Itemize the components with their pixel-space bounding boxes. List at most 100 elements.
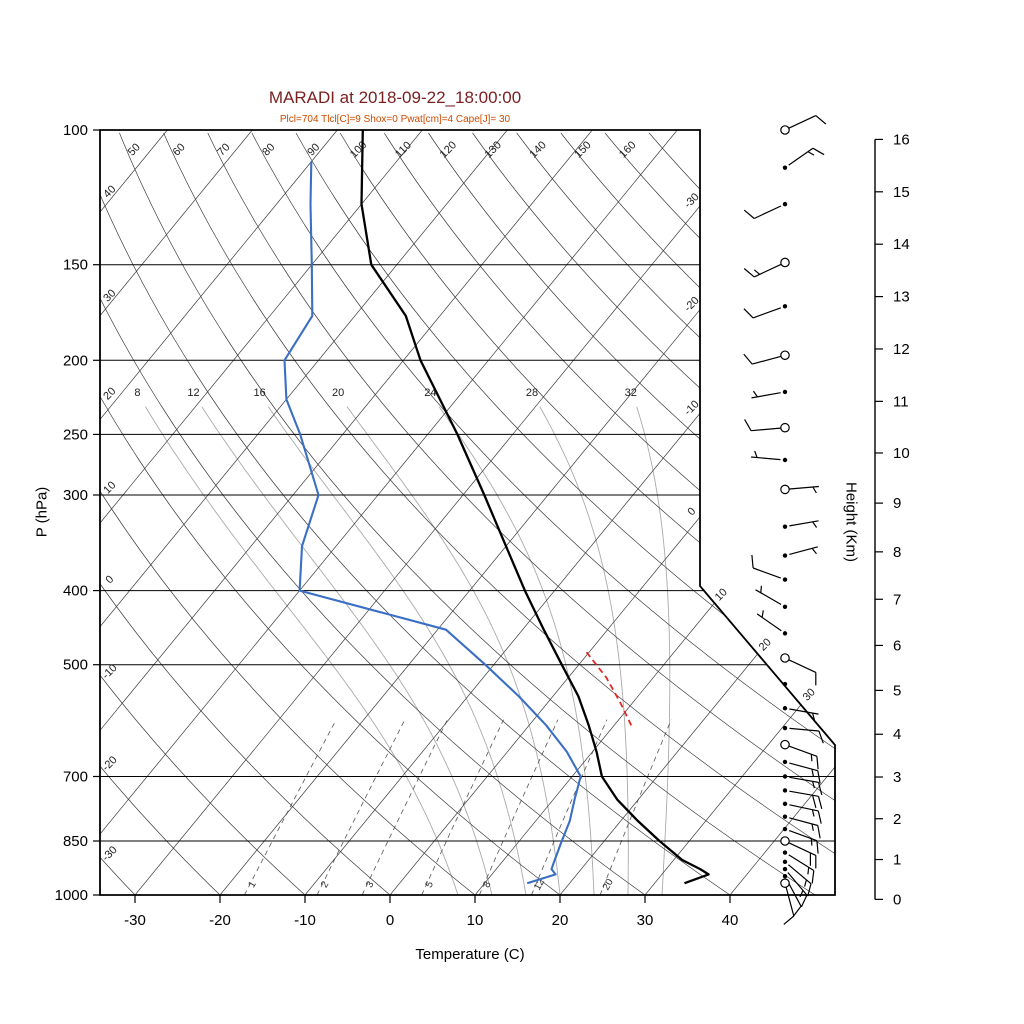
moist-adiabat-line bbox=[201, 406, 493, 895]
mixing-ratio-label: 5 bbox=[424, 879, 437, 890]
wind-station-dot bbox=[782, 826, 788, 832]
wind-barb bbox=[743, 353, 781, 365]
mixing-ratio-line bbox=[421, 719, 504, 895]
mixing-ratio-line bbox=[478, 719, 559, 895]
wind-station-dot bbox=[782, 866, 788, 872]
wind-barb bbox=[788, 745, 819, 770]
pressure-tick-label: 300 bbox=[63, 487, 88, 504]
isotherm-line bbox=[559, 130, 835, 895]
parcel-path-curve bbox=[584, 650, 633, 726]
moist-adiabat-line bbox=[438, 406, 595, 895]
wind-station-dot bbox=[782, 788, 788, 793]
wind-station-dot bbox=[782, 524, 788, 529]
mixing-ratio-line bbox=[531, 719, 608, 895]
isotherm-line bbox=[304, 130, 835, 895]
moist-adiabat-label: 32 bbox=[625, 387, 637, 399]
pressure-tick-label: 400 bbox=[63, 583, 88, 600]
temperature-tick-label: 10 bbox=[467, 912, 484, 929]
isotherm-line bbox=[100, 130, 508, 895]
height-tick-label: 4 bbox=[893, 726, 901, 743]
wind-station-circle bbox=[780, 257, 790, 268]
wind-barb bbox=[789, 762, 821, 784]
height-tick-label: 10 bbox=[893, 445, 910, 462]
height-tick-label: 15 bbox=[893, 184, 910, 201]
dewpoint-curve bbox=[283, 161, 582, 885]
pressure-tick-label: 250 bbox=[63, 426, 88, 443]
pressure-tick-label: 200 bbox=[63, 352, 88, 369]
moist-adiabat-line bbox=[145, 406, 459, 895]
chart-title: MARADI at 2018-09-22_18:00:00 bbox=[268, 88, 522, 107]
wind-barb bbox=[744, 419, 781, 432]
wind-station-circle bbox=[780, 836, 790, 846]
dry-adiabat-top-label: 150 bbox=[572, 139, 593, 160]
wind-barb bbox=[788, 842, 817, 869]
dry-adiabat-top-label: 90 bbox=[305, 141, 322, 158]
dry-adiabat-top-label: 120 bbox=[438, 139, 459, 160]
moist-adiabat-line bbox=[267, 406, 527, 895]
wind-station-dot bbox=[782, 681, 788, 687]
wind-station-dot bbox=[782, 874, 788, 879]
temperature-axis: -30 -20 -10 0 10 20 30 40 bbox=[124, 895, 738, 929]
mixing-ratio-line bbox=[244, 719, 337, 895]
dry-adiabat-line bbox=[100, 132, 561, 895]
wind-station-dot bbox=[782, 457, 788, 463]
wind-barb bbox=[756, 610, 782, 632]
dry-adiabat-top-label: 100 bbox=[348, 139, 369, 160]
pressure-tick-label: 150 bbox=[63, 257, 88, 274]
wind-station-dot bbox=[782, 814, 788, 819]
isotherm-line bbox=[100, 130, 423, 895]
temperature-tick-label: 0 bbox=[386, 912, 394, 929]
pressure-tick-label: 500 bbox=[63, 657, 88, 674]
mixing-ratio-label: 8 bbox=[481, 879, 494, 890]
wind-station-dot bbox=[782, 774, 788, 779]
wind-barb bbox=[751, 450, 781, 461]
pressure-tick-label: 100 bbox=[63, 122, 88, 139]
mixing-ratio-label: 2 bbox=[319, 879, 332, 890]
dry-adiabat-left-label: 40 bbox=[101, 183, 118, 200]
dry-adiabat-line bbox=[472, 132, 835, 895]
dry-adiabat-left-label: -20 bbox=[100, 754, 120, 774]
temperature-tick-label: -30 bbox=[124, 912, 146, 929]
height-tick-label: 1 bbox=[893, 852, 901, 869]
dry-adiabat-left-label: 10 bbox=[101, 479, 118, 496]
wind-barb bbox=[743, 307, 782, 319]
dry-adiabat-top-label: 70 bbox=[215, 141, 232, 158]
wind-barb bbox=[789, 708, 819, 721]
wind-station-circle bbox=[780, 653, 790, 663]
wind-station-circle bbox=[780, 350, 790, 361]
moist-adiabat-label: 12 bbox=[187, 387, 199, 399]
wind-station-dot bbox=[782, 201, 788, 207]
dry-adiabat-top-label: 140 bbox=[527, 139, 548, 160]
dry-adiabat-top-label: 80 bbox=[260, 141, 277, 158]
wind-barb bbox=[788, 147, 825, 166]
dry-adiabat-line bbox=[339, 132, 835, 895]
dry-adiabat-line bbox=[516, 132, 835, 895]
wind-station-circle bbox=[780, 422, 790, 433]
isotherm-diagonal-label: 30 bbox=[801, 686, 818, 703]
height-tick-label: 11 bbox=[893, 393, 909, 410]
height-tick-label: 7 bbox=[893, 591, 901, 608]
wind-barb bbox=[743, 263, 782, 278]
moist-adiabat-label: 24 bbox=[424, 387, 436, 399]
dry-adiabat-line bbox=[648, 132, 835, 895]
wind-barb bbox=[789, 546, 818, 555]
dry-adiabat-line bbox=[100, 132, 476, 895]
isotherm-line bbox=[100, 130, 678, 895]
dry-adiabat-line bbox=[251, 132, 835, 895]
wind-station-circle bbox=[780, 878, 790, 888]
dry-adiabat-line bbox=[384, 132, 835, 895]
moist-adiabat-label: 16 bbox=[253, 387, 265, 399]
mixing-ratio-label: 1 bbox=[246, 879, 259, 890]
isotherm-right-edge-label: 0 bbox=[685, 505, 698, 518]
height-tick-label: 9 bbox=[893, 495, 901, 512]
wind-station-dot bbox=[782, 389, 788, 395]
wind-barb bbox=[789, 727, 824, 744]
wind-barb bbox=[789, 520, 819, 528]
wind-barb bbox=[787, 872, 808, 908]
dry-adiabat-top-label: 110 bbox=[393, 139, 414, 160]
wind-barb bbox=[789, 817, 821, 839]
dry-adiabat-line bbox=[163, 132, 835, 895]
dry-adiabat-line bbox=[428, 132, 835, 895]
